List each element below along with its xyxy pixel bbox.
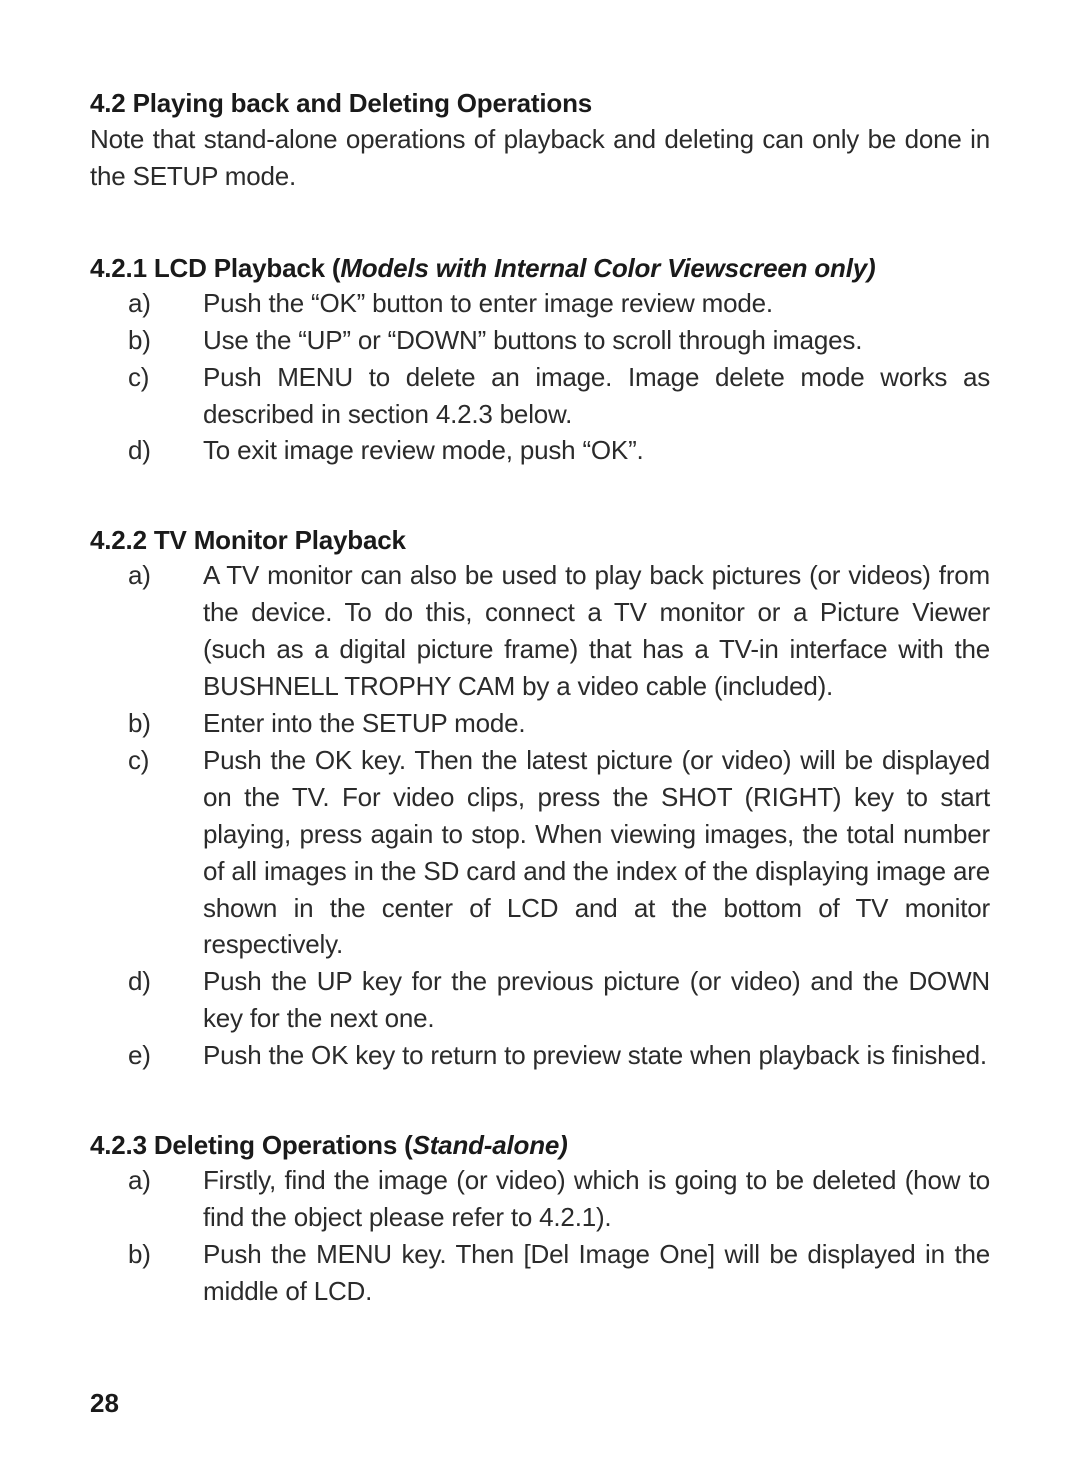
list-marker: c)	[118, 742, 203, 963]
heading-italic: Stand-alone)	[413, 1130, 568, 1160]
list-text: Push the MENU key. Then [Del Image One] …	[203, 1236, 990, 1310]
list-text: Push MENU to delete an image. Image dele…	[203, 359, 990, 433]
list-4-2-1: a) Push the “OK” button to enter image r…	[118, 285, 990, 470]
list-item: d) Push the UP key for the previous pict…	[118, 963, 990, 1037]
heading-prefix: 4.2.1 LCD Playback (	[90, 253, 340, 283]
subsection-4-2-2-heading: 4.2.2 TV Monitor Playback	[90, 525, 990, 556]
list-marker: a)	[118, 557, 203, 705]
list-item: a) A TV monitor can also be used to play…	[118, 557, 990, 705]
list-marker: b)	[118, 1236, 203, 1310]
list-marker: b)	[118, 705, 203, 742]
list-item: a) Push the “OK” button to enter image r…	[118, 285, 990, 322]
heading-prefix: 4.2.3 Deleting Operations (	[90, 1130, 413, 1160]
section-4-2-heading: 4.2 Playing back and Deleting Operations	[90, 88, 990, 119]
list-marker: a)	[118, 285, 203, 322]
list-text: Push the UP key for the previous picture…	[203, 963, 990, 1037]
list-item: c) Push MENU to delete an image. Image d…	[118, 359, 990, 433]
list-marker: d)	[118, 432, 203, 469]
list-text: To exit image review mode, push “OK”.	[203, 432, 990, 469]
list-4-2-2: a) A TV monitor can also be used to play…	[118, 557, 990, 1074]
list-item: a) Firstly, find the image (or video) wh…	[118, 1162, 990, 1236]
section-4-2-body: Note that stand-alone operations of play…	[90, 121, 990, 195]
list-marker: c)	[118, 359, 203, 433]
subsection-4-2-3-heading: 4.2.3 Deleting Operations (Stand-alone)	[90, 1130, 990, 1161]
heading-suffix: )	[867, 253, 875, 283]
list-marker: a)	[118, 1162, 203, 1236]
list-text: Use the “UP” or “DOWN” buttons to scroll…	[203, 322, 990, 359]
list-text: Enter into the SETUP mode.	[203, 705, 990, 742]
list-item: c) Push the OK key. Then the latest pict…	[118, 742, 990, 963]
list-text: Firstly, find the image (or video) which…	[203, 1162, 990, 1236]
list-item: b) Use the “UP” or “DOWN” buttons to scr…	[118, 322, 990, 359]
list-4-2-3: a) Firstly, find the image (or video) wh…	[118, 1162, 990, 1310]
list-marker: b)	[118, 322, 203, 359]
heading-italic: Models with Internal Color Viewscreen on…	[340, 253, 867, 283]
list-text: Push the OK key. Then the latest picture…	[203, 742, 990, 963]
list-item: b) Enter into the SETUP mode.	[118, 705, 990, 742]
list-text: Push the OK key to return to preview sta…	[203, 1037, 990, 1074]
list-text: A TV monitor can also be used to play ba…	[203, 557, 990, 705]
list-marker: e)	[118, 1037, 203, 1074]
list-text: Push the “OK” button to enter image revi…	[203, 285, 990, 322]
list-item: e) Push the OK key to return to preview …	[118, 1037, 990, 1074]
list-item: b) Push the MENU key. Then [Del Image On…	[118, 1236, 990, 1310]
list-marker: d)	[118, 963, 203, 1037]
page-number: 28	[90, 1388, 119, 1419]
subsection-4-2-1-heading: 4.2.1 LCD Playback (Models with Internal…	[90, 253, 990, 284]
list-item: d) To exit image review mode, push “OK”.	[118, 432, 990, 469]
